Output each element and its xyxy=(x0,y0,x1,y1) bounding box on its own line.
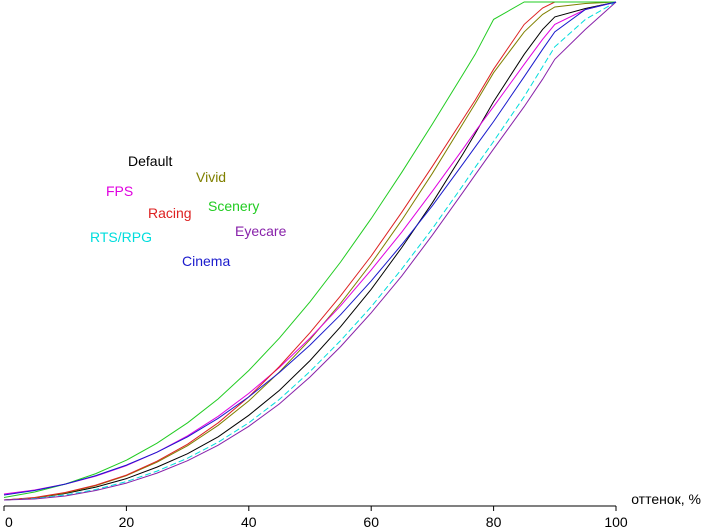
series-line-cinema xyxy=(3,1,617,496)
x-ticks: 0 20 40 60 80 100 xyxy=(3,506,628,530)
x-tick-label: 20 xyxy=(119,514,135,530)
series-line-fps xyxy=(3,1,617,495)
series-line-default xyxy=(3,1,617,501)
legend-label-vivid: Vivid xyxy=(196,169,226,185)
x-tick-label: 100 xyxy=(604,514,628,530)
legend: Default Vivid FPS Scenery Racing Eyecare RTS/R… xyxy=(90,153,287,269)
x-tick-label: 0 xyxy=(5,514,13,530)
x-axis-title: оттенок, % xyxy=(631,491,701,507)
legend-label-rts-rpg: RTS/RPG xyxy=(90,229,152,245)
series-line-racing xyxy=(3,1,616,501)
legend-label-cinema: Cinema xyxy=(182,253,230,269)
series-line-eyecare xyxy=(3,1,617,501)
x-tick-label: 40 xyxy=(241,514,257,530)
series-line-rts-rpg xyxy=(3,1,617,501)
x-tick-label: 80 xyxy=(486,514,502,530)
legend-label-fps: FPS xyxy=(106,183,133,199)
legend-label-eyecare: Eyecare xyxy=(235,223,287,239)
series-layer xyxy=(3,1,617,501)
x-tick-label: 60 xyxy=(363,514,379,530)
legend-label-scenery: Scenery xyxy=(208,198,259,214)
legend-label-default: Default xyxy=(128,153,172,169)
series-line-scenery xyxy=(3,1,616,498)
legend-label-racing: Racing xyxy=(148,205,192,221)
